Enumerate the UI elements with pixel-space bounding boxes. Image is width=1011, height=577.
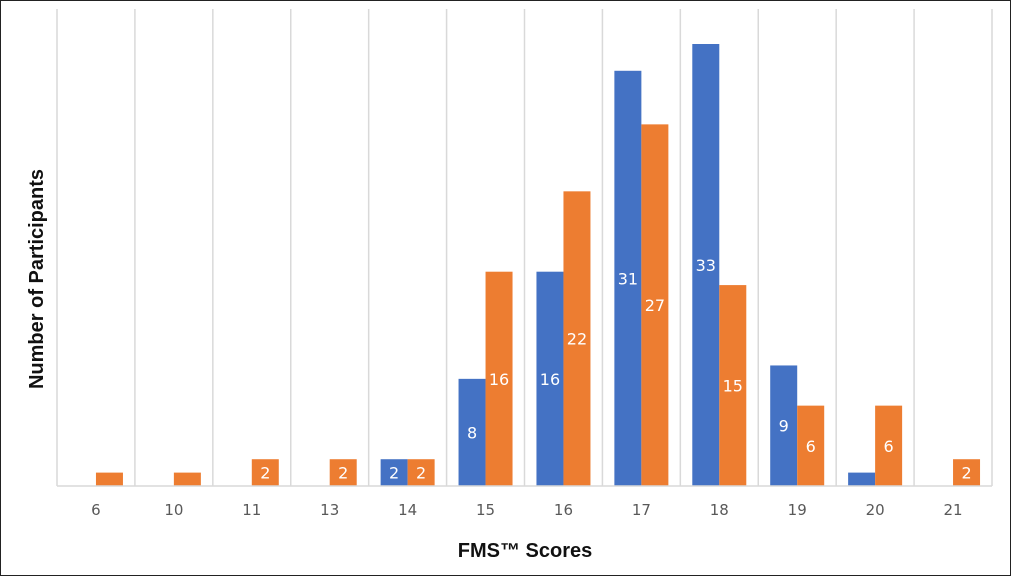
bar-series-2-19 [797,405,825,486]
data-label-series-2-11: 2 [260,464,270,483]
x-tick-label: 20 [866,501,885,519]
data-label-series-2-16: 22 [567,330,587,349]
x-tick-label: 6 [91,501,101,519]
bar-series-2-16 [563,191,591,487]
x-tick-label: 17 [632,501,651,519]
x-tick-label: 13 [320,501,339,519]
bar-series-2-17 [641,124,669,486]
data-label-series-1-16: 16 [540,370,560,389]
data-label-series-2-14: 2 [416,464,426,483]
data-label-series-2-19: 6 [806,437,816,456]
x-tick-label: 15 [476,501,495,519]
x-tick-label: 21 [943,501,962,519]
bar-series-2-13 [329,459,357,486]
x-tick-labels: 6 10 11 13 14 15 16 17 18 19 20 21 [91,501,962,519]
bar-series-1-19 [770,365,798,486]
bar-series-2-6 [95,472,123,486]
data-label-series-1-17: 31 [618,269,638,288]
bar-series-2-18 [719,285,747,486]
x-tick-label: 18 [710,501,729,519]
bar-series-2-20 [875,405,903,486]
bar-series-1-18 [692,44,720,486]
x-tick-label: 14 [398,501,417,519]
data-label-series-2-15: 16 [489,370,509,389]
x-tick-label: 11 [242,501,261,519]
bar-series-2-10 [173,472,201,486]
bar-series-1-20 [848,472,876,486]
data-label-series-2-18: 15 [723,377,743,396]
data-label-series-2-20: 6 [884,437,894,456]
bar-series-1-15 [458,378,486,486]
bar-series-2-15 [485,271,513,486]
bar-series-2-21 [953,459,981,486]
x-tick-label: 10 [164,501,183,519]
data-label-series-1-14: 2 [389,464,399,483]
y-axis-title: Number of Participants [26,169,48,389]
gridlines [56,9,993,486]
x-tick-label: 16 [554,501,573,519]
data-label-series-1-18: 33 [696,256,716,275]
bar-series-1-17 [614,70,642,487]
data-label-series-1-15: 8 [467,423,477,442]
data-label-series-2-13: 2 [338,464,348,483]
bar-series-2-14 [407,459,435,486]
x-axis-title: FMS™ Scores [458,540,592,562]
bar-series-2-11 [251,459,279,486]
bar-series-1-16 [536,271,564,486]
data-label-series-1-19: 9 [779,417,789,436]
bar-series-1-14 [380,459,408,486]
data-label-series-2-17: 27 [645,296,665,315]
x-tick-label: 19 [788,501,807,519]
data-label-series-2-21: 2 [961,464,971,483]
bars [95,44,981,487]
